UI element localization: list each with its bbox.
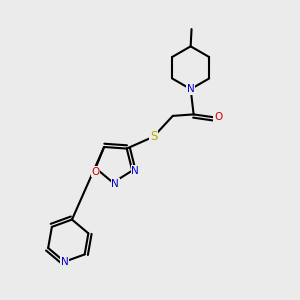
Text: N: N: [112, 179, 119, 189]
Text: O: O: [92, 167, 100, 177]
Text: N: N: [131, 166, 139, 176]
Text: N: N: [187, 84, 194, 94]
Text: S: S: [150, 130, 157, 143]
Text: N: N: [61, 257, 68, 267]
Text: O: O: [214, 112, 222, 122]
